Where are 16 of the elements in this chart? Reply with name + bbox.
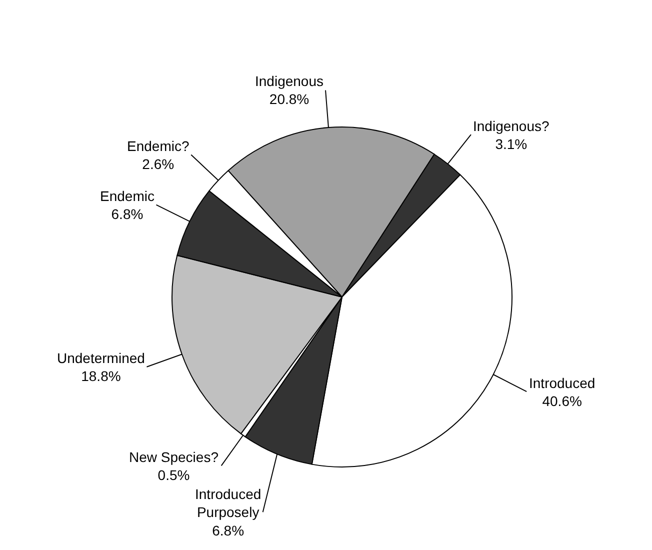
slice-label: Introduced xyxy=(529,375,596,391)
data-label: 20.8% xyxy=(269,91,310,108)
data-label: 40.6% xyxy=(542,393,582,410)
data-label: 6.8% xyxy=(212,522,244,538)
data-label: 0.5% xyxy=(158,467,190,484)
slice-label: Undetermined xyxy=(57,350,145,366)
slice-label: Endemic xyxy=(100,188,154,204)
slice-label: New Species? xyxy=(129,449,219,465)
slice-label: Endemic? xyxy=(127,138,190,154)
slice-label: Indigenous xyxy=(255,73,324,89)
slice-label: Introduced Purposely xyxy=(195,486,262,520)
data-label: 6.8% xyxy=(111,206,144,222)
slice-label: Indigenous? xyxy=(473,118,550,134)
data-label: 18.8% xyxy=(81,368,121,384)
data-label: 3.1% xyxy=(495,136,528,152)
data-label: 2.6% xyxy=(142,156,174,172)
